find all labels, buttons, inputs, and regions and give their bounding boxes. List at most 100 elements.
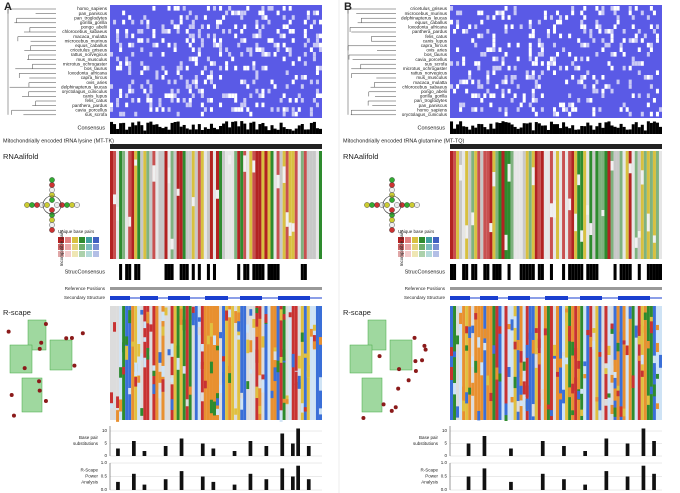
alignment-cell	[206, 56, 210, 62]
alignment-cell	[577, 390, 581, 399]
species-name: ovis_aries	[426, 48, 447, 53]
alignment-cell	[312, 98, 316, 103]
nucleotide	[49, 217, 55, 223]
alignment-column	[143, 151, 147, 259]
alignment-cell	[252, 61, 256, 66]
alignment-cell	[179, 15, 183, 20]
alignment-column	[203, 306, 207, 420]
alignment-cell	[498, 373, 502, 382]
alignment-column	[209, 151, 213, 259]
alignment-cell	[200, 93, 204, 98]
alignment-cell	[480, 19, 484, 25]
alignment-cell	[176, 6, 180, 11]
alignment-cell	[209, 75, 213, 80]
alignment-cell	[459, 312, 463, 325]
consensus-bar	[456, 124, 460, 134]
alignment-column	[504, 151, 508, 259]
alignment-cell	[562, 107, 566, 112]
alignment-column	[556, 306, 560, 420]
alignment-cell	[565, 65, 569, 71]
consensus-bar	[297, 125, 301, 134]
alignment-cell	[318, 33, 322, 39]
alignment-column	[489, 151, 493, 259]
alignment-cell	[194, 79, 198, 85]
alignment-cell	[185, 38, 189, 43]
alignment-cell	[185, 29, 189, 34]
alignment-cell	[255, 349, 259, 363]
nucleotide	[9, 392, 14, 397]
bar	[290, 476, 295, 490]
alignment-cell	[634, 38, 638, 43]
alignment-cell	[170, 88, 174, 94]
alignment-cell	[459, 102, 463, 108]
alignment-cell	[565, 107, 569, 112]
alignment-cell	[534, 354, 538, 368]
alignment-cell	[309, 328, 313, 337]
alignment-cell	[237, 335, 241, 340]
alignment-cell	[456, 406, 460, 418]
alignment-column	[501, 306, 505, 420]
consensus-bar	[225, 121, 229, 134]
alignment-cell	[176, 357, 180, 370]
alignment-cell	[191, 93, 195, 98]
alignment-cell	[234, 33, 238, 39]
alignment-cell	[164, 29, 168, 34]
consensus-bar	[480, 124, 484, 134]
alignment-cell	[501, 10, 505, 16]
alignment-cell	[200, 70, 204, 75]
consensus-bar	[122, 122, 126, 134]
alignment-cell	[234, 10, 238, 16]
alignment-column	[610, 151, 614, 259]
alignment-cell	[270, 38, 274, 43]
alignment-cell	[595, 24, 599, 29]
alignment-cell	[559, 102, 563, 108]
alignment-cell	[246, 107, 250, 112]
alignment-cell	[652, 384, 656, 397]
alignment-column	[303, 306, 307, 420]
alignment-cell	[291, 15, 295, 20]
alignment-column	[489, 306, 493, 420]
alignment-cell	[528, 42, 532, 48]
alignment-column	[474, 151, 478, 259]
alignment-cell	[540, 42, 544, 48]
bar	[604, 438, 609, 456]
consensus-bar	[655, 122, 659, 134]
alignment-cell	[528, 47, 532, 52]
alignment-cell	[465, 225, 469, 239]
alignment-cell	[128, 84, 132, 89]
strucconsensus-label: StrucConsensus	[65, 269, 106, 275]
alignment-column	[306, 306, 310, 420]
alignment-cell	[315, 65, 319, 71]
alignment-column	[146, 306, 150, 420]
bar	[540, 473, 545, 490]
alignment-cell	[261, 47, 265, 52]
alignment-cell	[453, 383, 457, 395]
strucconsensus-block	[574, 264, 578, 280]
alignment-cell	[474, 61, 478, 66]
alignment-cell	[206, 33, 210, 39]
alignment-cell	[231, 107, 235, 112]
nucleotide	[361, 416, 366, 421]
alignment-cell	[477, 337, 481, 348]
strucconsensus-block	[483, 264, 487, 280]
alignment-column	[571, 306, 575, 420]
alignment-cell	[273, 52, 277, 57]
alignment-column	[119, 151, 123, 259]
alignment-cell	[197, 47, 201, 52]
alignment-cell	[131, 52, 135, 57]
y-tick-label: 10	[102, 428, 108, 433]
alignment-cell	[552, 107, 556, 112]
nucleotide	[49, 207, 55, 213]
alignment-cell	[146, 24, 150, 29]
nucleotide	[29, 202, 35, 208]
alignment-cell	[143, 65, 147, 71]
alignment-cell	[273, 367, 277, 382]
alignment-cell	[531, 29, 535, 34]
alignment-cell	[149, 324, 153, 332]
alignment-cell	[480, 98, 484, 103]
alignment-column	[113, 151, 117, 259]
alignment-column	[273, 151, 277, 259]
consensus-bar	[288, 129, 292, 134]
legend-swatch	[58, 251, 64, 257]
